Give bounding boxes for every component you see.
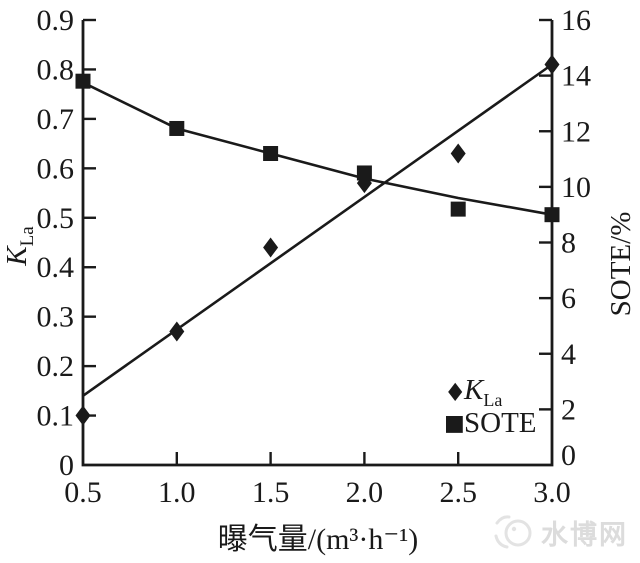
left-axis-tick-label: 0.4: [37, 251, 75, 284]
diamond-marker-icon: ♦: [444, 378, 467, 407]
x-axis-tick-label: 1.5: [252, 476, 290, 509]
right-axis-tick-label: 14: [561, 60, 591, 93]
x-axis-tick-label: 1.0: [158, 476, 196, 509]
square-data-point-sote: [544, 207, 560, 223]
square-data-point-sote: [263, 146, 279, 161]
diamond-data-point-kla: [544, 54, 560, 75]
left-axis-tick-label: 0.3: [37, 301, 75, 334]
right-axis-tick-label: 4: [561, 338, 576, 371]
x-axis-tick-label: 3.0: [533, 476, 571, 509]
right-axis-title: SOTE/%: [605, 211, 637, 317]
right-axis-tick-label: 8: [561, 227, 576, 260]
left-axis-tick-label: 0.8: [37, 53, 75, 86]
left-axis-tick-label: 0.6: [37, 152, 75, 185]
legend-item-sote: ■ SOTE: [444, 408, 537, 439]
legend: ♦ KLa ■ SOTE: [444, 374, 537, 439]
left-axis-tick-label: 0.2: [37, 350, 75, 383]
square-data-point-sote: [356, 165, 372, 181]
diamond-data-point-kla: [263, 237, 279, 258]
square-data-point-sote: [169, 120, 185, 136]
watermark-text: 水博网: [541, 519, 628, 550]
left-axis-title: KLa: [1, 196, 38, 296]
x-axis-tick-label: 2.0: [346, 476, 384, 509]
diamond-data-point-kla: [450, 143, 466, 164]
right-axis-tick-label: 10: [561, 171, 591, 204]
left-axis-tick-label: 0: [59, 449, 74, 482]
legend-item-kla: ♦ KLa: [444, 374, 537, 410]
x-axis-tick-label: 2.5: [439, 476, 477, 509]
square-marker-icon: ■: [444, 410, 465, 436]
right-axis-tick-label: 6: [561, 282, 576, 315]
x-axis-tick-label: 0.5: [64, 476, 102, 509]
x-axis-title: 曝气量/(m³·h⁻¹): [217, 523, 419, 556]
diamond-data-point-kla: [75, 405, 91, 426]
diamond-data-point-kla: [169, 321, 185, 342]
square-data-point-sote: [450, 201, 466, 217]
left-axis-title-subscript: La: [16, 226, 38, 247]
right-axis-tick-label: 12: [561, 115, 591, 148]
trend-line-kla: [82, 63, 553, 397]
right-axis-tick-label: 16: [561, 4, 591, 37]
left-axis-tick-label: 0.9: [37, 4, 75, 37]
left-axis-tick-label: 0.5: [37, 202, 75, 235]
legend-label-kla: KLa: [464, 374, 503, 410]
right-axis-tick-label: 2: [561, 393, 576, 426]
watermark-logo-icon: [494, 515, 532, 549]
left-axis-tick-label: 0.1: [37, 400, 75, 433]
left-axis-title-symbol: K: [1, 246, 33, 266]
trend-line-sote: [82, 81, 553, 216]
square-data-point-sote: [75, 73, 91, 89]
watermark: 水博网: [492, 510, 628, 554]
left-axis-tick-label: 0.7: [37, 103, 75, 136]
right-axis-tick-label: 0: [561, 439, 576, 472]
legend-label-sote: SOTE: [464, 407, 537, 439]
